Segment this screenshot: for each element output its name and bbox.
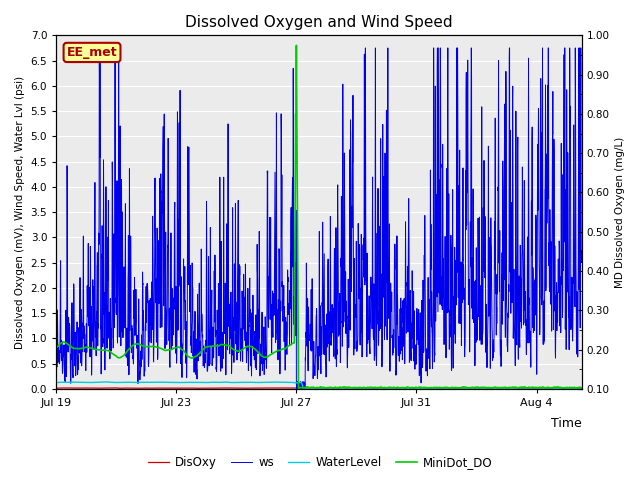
DisOxy bbox=[112, 385, 120, 391]
WaterLevel bbox=[101, 379, 109, 385]
ws bbox=[254, 313, 262, 319]
MiniDot_DO bbox=[292, 43, 300, 48]
WaterLevel bbox=[578, 385, 586, 391]
MiniDot_DO bbox=[578, 385, 586, 391]
WaterLevel bbox=[143, 380, 151, 385]
ws bbox=[511, 353, 519, 359]
ws bbox=[96, 45, 104, 51]
Legend: DisOxy, ws, WaterLevel, MiniDot_DO: DisOxy, ws, WaterLevel, MiniDot_DO bbox=[143, 452, 497, 474]
DisOxy bbox=[578, 385, 586, 391]
DisOxy bbox=[52, 385, 60, 391]
Line: MiniDot_DO: MiniDot_DO bbox=[56, 46, 582, 389]
Text: EE_met: EE_met bbox=[67, 46, 117, 59]
WaterLevel bbox=[276, 379, 284, 385]
DisOxy bbox=[276, 385, 284, 391]
MiniDot_DO bbox=[294, 386, 302, 392]
DisOxy bbox=[568, 385, 575, 391]
DisOxy bbox=[337, 385, 345, 391]
Text: Time: Time bbox=[551, 417, 582, 430]
WaterLevel bbox=[113, 380, 120, 385]
WaterLevel bbox=[254, 380, 262, 385]
WaterLevel bbox=[568, 385, 575, 391]
Line: ws: ws bbox=[56, 48, 582, 389]
WaterLevel bbox=[52, 380, 60, 385]
MiniDot_DO bbox=[112, 353, 120, 359]
ws bbox=[52, 302, 60, 308]
MiniDot_DO bbox=[52, 345, 60, 350]
MiniDot_DO bbox=[511, 384, 519, 390]
DisOxy bbox=[254, 385, 262, 391]
ws bbox=[276, 298, 284, 304]
ws bbox=[143, 280, 151, 286]
Line: WaterLevel: WaterLevel bbox=[56, 382, 582, 388]
DisOxy bbox=[143, 385, 151, 391]
MiniDot_DO bbox=[254, 349, 262, 355]
ws bbox=[298, 386, 306, 392]
MiniDot_DO bbox=[276, 348, 284, 353]
Title: Dissolved Oxygen and Wind Speed: Dissolved Oxygen and Wind Speed bbox=[185, 15, 452, 30]
ws bbox=[568, 298, 575, 304]
ws bbox=[578, 260, 586, 265]
DisOxy bbox=[393, 385, 401, 391]
ws bbox=[113, 312, 120, 317]
MiniDot_DO bbox=[568, 384, 575, 390]
WaterLevel bbox=[511, 385, 518, 391]
MiniDot_DO bbox=[143, 344, 151, 349]
Y-axis label: Dissolved Oxygen (mV), Wind Speed, Water Lvl (psi): Dissolved Oxygen (mV), Wind Speed, Water… bbox=[15, 75, 25, 348]
WaterLevel bbox=[568, 385, 575, 391]
Y-axis label: MD Dissolved Oxygen (mg/L): MD Dissolved Oxygen (mg/L) bbox=[615, 136, 625, 288]
DisOxy bbox=[511, 385, 519, 391]
